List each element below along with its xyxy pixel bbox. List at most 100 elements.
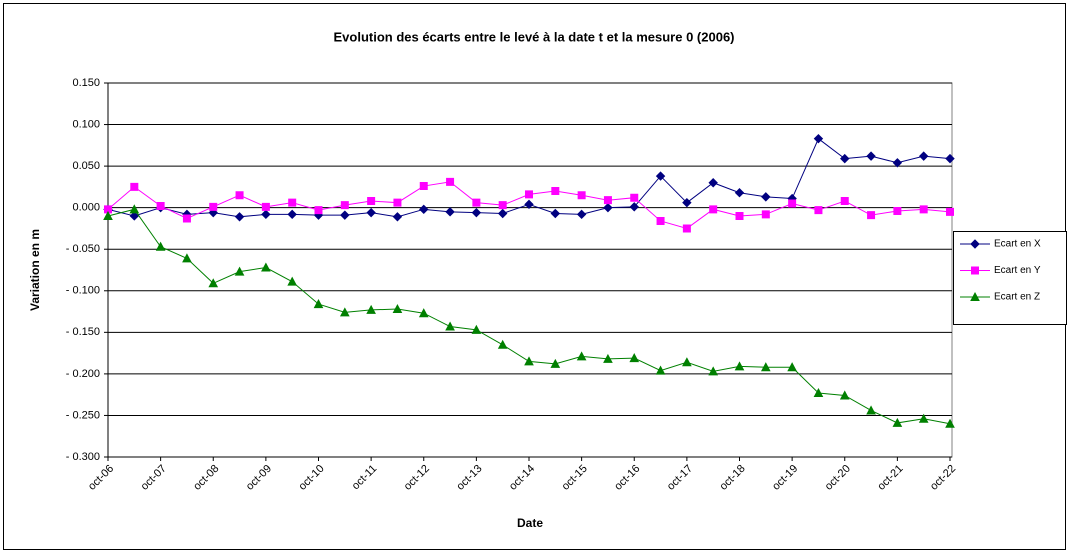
y-tick-label: 0.100 xyxy=(72,118,100,130)
data-point xyxy=(550,208,561,219)
data-point xyxy=(760,362,771,372)
data-point xyxy=(761,192,771,202)
data-point xyxy=(551,187,560,196)
data-point xyxy=(918,151,929,161)
data-point xyxy=(576,351,587,361)
data-point xyxy=(787,362,797,372)
data-point xyxy=(629,202,639,212)
data-point xyxy=(892,417,903,427)
data-point xyxy=(287,209,297,220)
data-point xyxy=(866,405,876,415)
y-tick-label: 0.000 xyxy=(72,202,100,214)
data-point xyxy=(446,177,455,186)
data-point xyxy=(339,307,350,317)
data-point xyxy=(261,209,271,220)
x-axis-title: Date xyxy=(517,516,543,530)
data-point xyxy=(893,206,902,215)
data-point xyxy=(892,158,903,168)
data-point xyxy=(734,361,745,371)
data-point xyxy=(840,153,850,164)
data-point xyxy=(918,413,929,423)
data-point xyxy=(682,357,692,367)
data-point xyxy=(866,151,876,161)
data-point xyxy=(288,198,297,207)
data-point xyxy=(840,197,849,206)
legend-marker xyxy=(971,266,979,275)
data-point xyxy=(813,387,824,398)
legend-label: Ecart en Z xyxy=(994,292,1040,303)
data-point xyxy=(497,339,508,349)
data-point xyxy=(498,201,507,210)
y-tick-label: - 0.200 xyxy=(66,368,100,380)
data-point xyxy=(814,206,823,215)
y-axis-title: Variation en m xyxy=(28,229,42,311)
data-point xyxy=(472,198,481,207)
data-point xyxy=(577,191,586,200)
legend xyxy=(953,231,1067,325)
y-tick-label: - 0.100 xyxy=(66,285,100,297)
data-point xyxy=(340,210,350,220)
data-point xyxy=(945,153,955,164)
data-point xyxy=(524,356,534,366)
data-point xyxy=(418,308,429,318)
data-point xyxy=(867,211,876,220)
data-point xyxy=(603,202,613,213)
data-point xyxy=(603,196,612,205)
data-point xyxy=(788,199,797,208)
data-point xyxy=(945,418,955,428)
data-point xyxy=(261,202,270,211)
y-tick-label: - 0.250 xyxy=(66,409,100,421)
data-point xyxy=(603,353,613,363)
data-point xyxy=(208,278,219,288)
data-point xyxy=(839,390,850,400)
legend-marker xyxy=(970,291,980,301)
data-point xyxy=(419,204,429,215)
data-point xyxy=(313,299,324,309)
data-point xyxy=(919,205,928,214)
data-point xyxy=(155,241,166,251)
plot-area xyxy=(107,82,953,458)
data-point xyxy=(708,366,719,376)
data-point xyxy=(103,210,113,220)
data-point xyxy=(735,211,744,220)
data-point xyxy=(630,193,639,202)
data-point xyxy=(209,202,218,211)
y-tick-label: 0.050 xyxy=(72,160,100,172)
data-point xyxy=(629,353,640,363)
data-point xyxy=(182,214,191,223)
data-point xyxy=(366,207,376,218)
legend-label: Ecart en Y xyxy=(994,265,1041,276)
y-tick-label: - 0.150 xyxy=(66,326,100,338)
data-point xyxy=(104,205,112,214)
data-point xyxy=(314,206,323,215)
y-tick-label: 0.150 xyxy=(72,77,100,89)
data-point xyxy=(366,304,376,314)
data-point xyxy=(130,182,139,191)
data-point xyxy=(234,266,245,276)
data-point xyxy=(340,201,349,210)
data-point xyxy=(946,207,954,216)
data-point xyxy=(261,262,271,272)
data-point xyxy=(524,199,534,210)
data-point xyxy=(392,303,403,314)
data-point xyxy=(761,210,770,219)
legend-marker xyxy=(970,239,980,249)
y-tick-label: - 0.300 xyxy=(66,451,100,463)
data-point xyxy=(445,321,455,331)
data-point xyxy=(419,182,428,191)
data-point xyxy=(682,224,691,233)
data-point xyxy=(682,197,692,208)
data-point xyxy=(234,212,245,222)
data-point xyxy=(156,202,165,211)
data-point xyxy=(655,365,666,375)
data-point xyxy=(655,171,666,181)
data-point xyxy=(393,198,402,207)
data-point xyxy=(525,190,533,199)
data-point xyxy=(471,324,482,334)
data-point xyxy=(576,209,587,220)
data-point xyxy=(129,204,140,214)
data-point xyxy=(287,276,298,286)
data-point xyxy=(734,187,745,198)
data-point xyxy=(709,205,718,214)
data-point xyxy=(235,191,244,200)
